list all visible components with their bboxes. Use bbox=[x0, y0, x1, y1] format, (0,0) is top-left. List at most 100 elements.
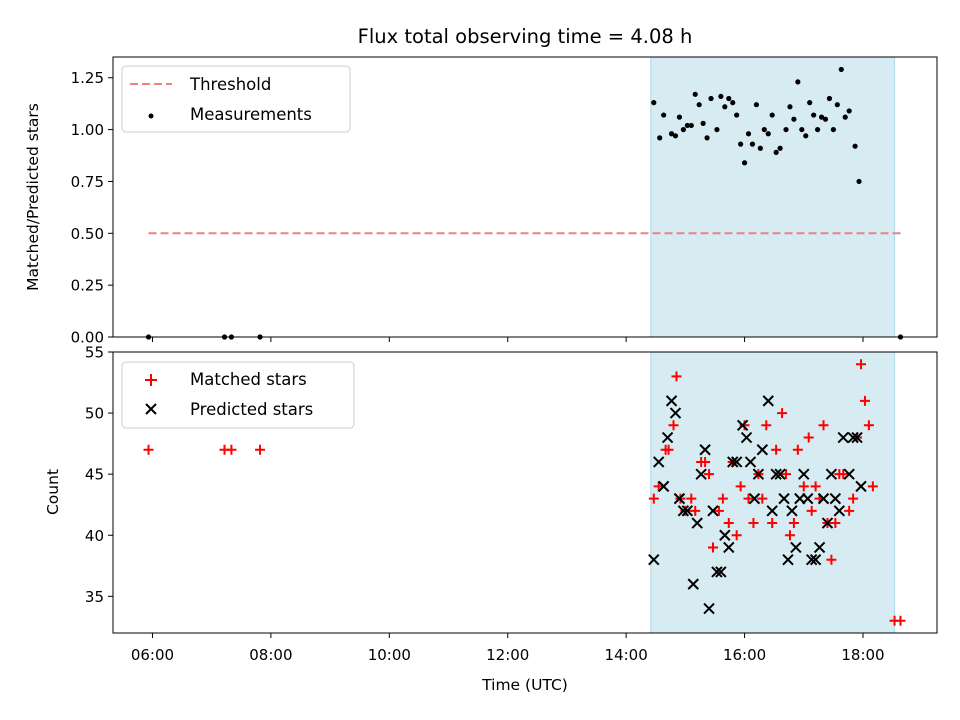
matched-star-marker bbox=[663, 444, 674, 455]
matched-star-marker bbox=[700, 456, 711, 467]
x-axis: 06:00 08:00 10:00 12:00 14:00 16:00 18:00 bbox=[131, 633, 885, 664]
measurement-point bbox=[680, 126, 686, 133]
predicted-star-marker bbox=[711, 566, 723, 578]
predicted-star-marker bbox=[665, 395, 678, 407]
matched-star-marker bbox=[735, 481, 746, 492]
predicted-star-marker bbox=[762, 395, 774, 407]
measurement-point bbox=[738, 141, 744, 147]
measurement-point bbox=[730, 100, 736, 106]
predicted-star-marker bbox=[770, 468, 782, 480]
measurement-point bbox=[799, 126, 805, 133]
matched-star-marker bbox=[226, 444, 237, 455]
predicted-star-marker bbox=[681, 505, 694, 517]
predicted-star-marker bbox=[802, 492, 814, 505]
predicted-star-marker bbox=[699, 444, 711, 456]
predicted-star-marker bbox=[798, 468, 810, 480]
measurement-point bbox=[651, 100, 657, 106]
matched-star-marker bbox=[757, 493, 768, 504]
legend-measurement-swatch bbox=[148, 113, 154, 119]
predicted-star-marker bbox=[748, 492, 761, 505]
matched-star-marker bbox=[777, 408, 788, 419]
matched-star-marker bbox=[838, 469, 849, 480]
predicted-star-marker bbox=[673, 492, 686, 505]
y-tick-label: 0.25 bbox=[71, 277, 104, 295]
matched-star-marker bbox=[686, 493, 697, 504]
bottom-panel: 35 40 45 50 55 06:00 08:00 10:00 12:00 14:00 16:0… bbox=[44, 344, 938, 694]
predicted-star-marker bbox=[691, 517, 703, 529]
measurement-point bbox=[783, 126, 789, 133]
matched-star-marker bbox=[743, 493, 754, 504]
matched-star-marker bbox=[818, 420, 829, 431]
predicted-star-marker bbox=[786, 505, 798, 517]
y-tick-label: 0.75 bbox=[71, 173, 104, 191]
x-tick-label: 08:00 bbox=[249, 646, 292, 664]
measurement-points bbox=[145, 66, 904, 340]
matched-star-marker bbox=[856, 359, 867, 370]
matched-star-marker bbox=[690, 505, 701, 516]
legend-predicted-swatch bbox=[145, 403, 157, 415]
predicted-star-marker bbox=[833, 505, 846, 517]
measurement-point bbox=[822, 116, 829, 122]
measurement-point bbox=[777, 145, 783, 151]
bottom-legend-box bbox=[121, 361, 355, 429]
matched-star-marker bbox=[748, 518, 759, 529]
predicted-star-marker bbox=[821, 517, 834, 529]
x-tick-label: 12:00 bbox=[486, 646, 529, 664]
predicted-star-marker bbox=[648, 553, 660, 566]
measurement-point bbox=[745, 131, 752, 137]
predicted-star-marker bbox=[752, 468, 765, 480]
predicted-star-marker bbox=[703, 602, 715, 615]
matched-star-marker bbox=[707, 542, 718, 553]
predicted-star-marker bbox=[843, 468, 855, 480]
y-tick-label: 40 bbox=[85, 527, 104, 545]
measurement-point bbox=[676, 114, 683, 120]
top-legend: Threshold Measurements bbox=[121, 65, 351, 133]
predicted-star-marker bbox=[695, 468, 707, 480]
matched-star-marker bbox=[717, 493, 728, 504]
top-ylabel: Matched/Predicted stars bbox=[24, 103, 42, 291]
measurement-point bbox=[696, 102, 702, 108]
measurement-point bbox=[846, 108, 852, 114]
legend-matched-swatch bbox=[145, 374, 157, 386]
predicted-star-marker bbox=[669, 407, 682, 419]
measurement-point bbox=[708, 95, 714, 102]
measurement-point bbox=[714, 126, 720, 133]
measurement-point bbox=[757, 145, 763, 151]
matched-star-marker bbox=[803, 432, 814, 443]
y-tick-label: 35 bbox=[85, 588, 104, 606]
predicted-star-marker bbox=[829, 492, 842, 505]
top-y-axis: 0.00 0.25 0.50 0.75 1.00 1.25 bbox=[71, 69, 113, 347]
predicted-star-marker bbox=[790, 541, 802, 554]
y-tick-label: 50 bbox=[85, 405, 104, 423]
matched-star-marker bbox=[798, 481, 809, 492]
predicted-star-marker bbox=[657, 480, 670, 493]
measurement-point bbox=[761, 126, 767, 133]
measurement-point bbox=[668, 131, 675, 137]
bottom-shaded-region bbox=[650, 351, 896, 634]
measurement-point bbox=[814, 126, 821, 133]
legend-measurement-label: Measurements bbox=[190, 105, 312, 124]
measurement-point bbox=[852, 143, 858, 149]
matched-star-marker bbox=[668, 420, 679, 431]
y-tick-label: 0.50 bbox=[71, 225, 104, 243]
matched-star-marker bbox=[713, 505, 724, 516]
measurement-point bbox=[834, 102, 840, 108]
top-legend-box bbox=[121, 65, 351, 133]
count-points bbox=[143, 359, 906, 626]
measurement-point bbox=[672, 133, 679, 139]
bottom-legend: Matched stars Predicted stars bbox=[121, 361, 355, 429]
measurement-point bbox=[856, 178, 862, 185]
matched-star-marker bbox=[848, 493, 859, 504]
matched-star-marker bbox=[767, 518, 778, 529]
matched-star-marker bbox=[784, 530, 795, 541]
top-x-ticks bbox=[151, 337, 864, 342]
predicted-star-marker bbox=[707, 505, 719, 517]
top-axes-frame bbox=[112, 56, 938, 338]
matched-star-marker bbox=[255, 444, 266, 455]
measurement-point bbox=[718, 93, 724, 100]
measurement-point bbox=[688, 122, 694, 129]
y-tick-label: 45 bbox=[85, 466, 104, 484]
matched-star-marker bbox=[143, 444, 154, 455]
measurement-point bbox=[765, 131, 771, 137]
